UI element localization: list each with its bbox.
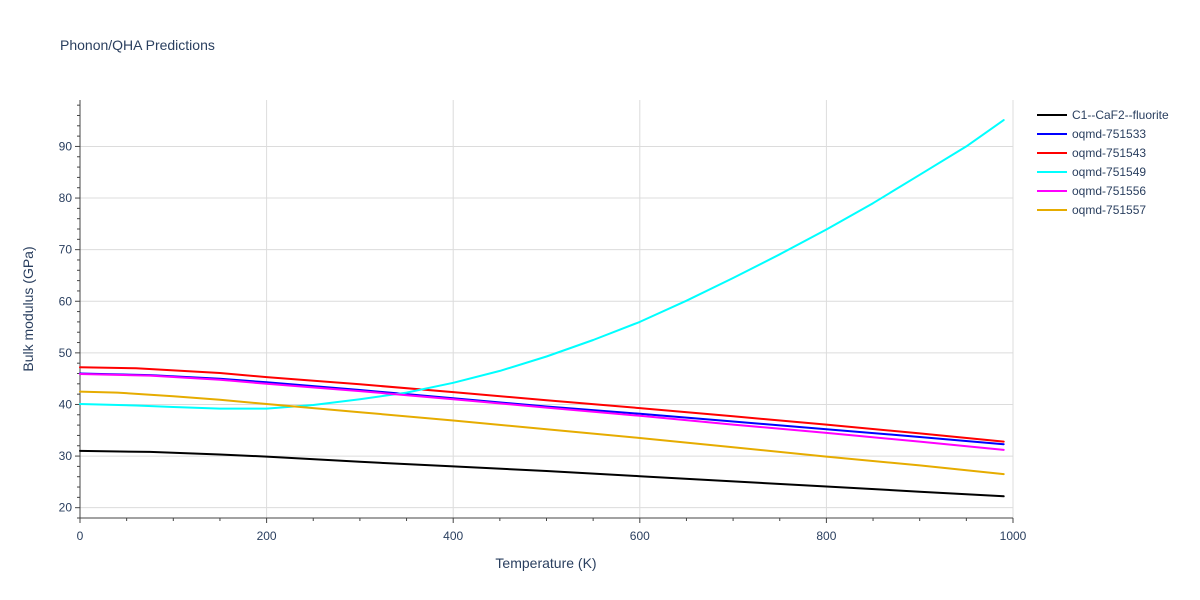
y-tick-label: 80 (59, 191, 73, 205)
y-axis-title: Bulk modulus (GPa) (20, 246, 36, 371)
legend-label: oqmd-751556 (1072, 184, 1146, 198)
legend-item[interactable]: oqmd-751556 (1037, 184, 1146, 198)
x-tick-label: 600 (630, 529, 650, 543)
series-line-oqmd-751549 (79, 119, 1005, 410)
series-line-oqmd-751543 (79, 366, 1005, 443)
y-tick-label: 60 (59, 294, 73, 308)
series-line-C1--CaF2--fluorite (79, 449, 1005, 498)
legend-item[interactable]: C1--CaF2--fluorite (1037, 108, 1169, 122)
legend-label: C1--CaF2--fluorite (1072, 108, 1169, 122)
y-tick-label: 90 (59, 139, 73, 153)
legend-item[interactable]: oqmd-751533 (1037, 127, 1146, 141)
legend-label: oqmd-751533 (1072, 127, 1146, 141)
x-tick-label: 200 (257, 529, 277, 543)
legend: C1--CaF2--fluorite oqmd-751533 oqmd-751543… (1037, 108, 1169, 217)
y-tick-label: 50 (59, 346, 73, 360)
legend-item[interactable]: oqmd-751557 (1037, 203, 1146, 217)
x-tick-label: 800 (816, 529, 836, 543)
legend-item[interactable]: oqmd-751549 (1037, 165, 1146, 179)
y-tick-label: 30 (59, 449, 73, 463)
axes: 0 200 400 600 800 1000 20 30 40 50 60 70 80 90 (59, 100, 1027, 543)
legend-label: oqmd-751549 (1072, 165, 1146, 179)
series-line-oqmd-751557 (79, 390, 1005, 476)
x-axis-title: Temperature (K) (495, 555, 596, 571)
chart-title: Phonon/QHA Predictions (60, 37, 215, 53)
x-tick-label: 1000 (1000, 529, 1027, 543)
legend-label: oqmd-751557 (1072, 203, 1146, 217)
y-tick-label: 20 (59, 501, 73, 515)
series-line-oqmd-751556 (79, 373, 1005, 451)
y-tick-label: 40 (59, 397, 73, 411)
plot-area (79, 119, 1005, 498)
legend-item[interactable]: oqmd-751543 (1037, 146, 1146, 160)
x-tick-label: 0 (77, 529, 84, 543)
x-tick-label: 400 (443, 529, 463, 543)
y-tick-label: 70 (59, 243, 73, 257)
legend-label: oqmd-751543 (1072, 146, 1146, 160)
